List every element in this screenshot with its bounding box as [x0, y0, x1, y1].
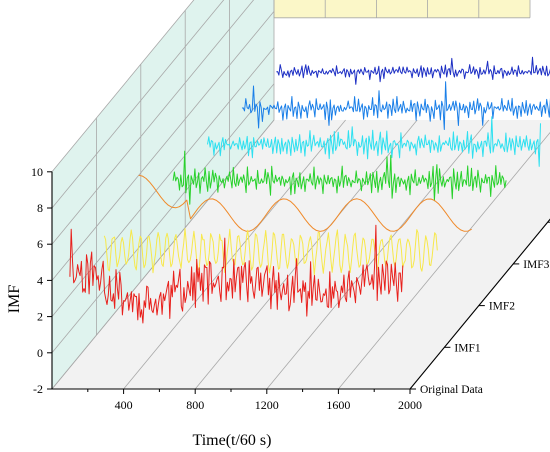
series-line-imf4	[207, 116, 541, 167]
chart-walls	[52, 0, 550, 389]
x-tick-label: 800	[186, 398, 204, 412]
y-tick-label: 4	[37, 273, 43, 287]
side-grid-line	[51, 0, 195, 173]
y-tick-label: 2	[37, 310, 43, 324]
series-line-imf5	[241, 81, 550, 130]
side-grid-line	[51, 119, 275, 390]
series-line-imf3	[172, 150, 507, 205]
series-label: IMF3	[523, 259, 549, 271]
floor-grid-line	[266, 119, 490, 390]
y-axis-title: IMF	[6, 285, 23, 314]
x-tick-label: 2000	[398, 398, 422, 412]
floor-plane	[52, 120, 550, 389]
y-tick-label: 0	[37, 346, 43, 360]
x-tick-label: 1200	[255, 398, 279, 412]
y-tick-label: -2	[33, 382, 43, 396]
back-wall-plane	[274, 0, 530, 18]
side-grid-line	[51, 83, 275, 354]
side-wall-plane	[52, 0, 274, 389]
series-label: Original Data	[420, 384, 483, 396]
series-label: IMF1	[454, 342, 480, 354]
series-line-original-data	[69, 224, 404, 324]
grid-lines	[51, 0, 550, 390]
floor-grid-line	[123, 119, 346, 390]
x-axis-title: Time(t/60 s)	[193, 432, 272, 449]
x-tick-label: 1600	[326, 398, 350, 412]
series-line-imf2	[138, 174, 472, 232]
floor-grid-line	[338, 131, 550, 390]
series-line-imf1	[103, 228, 438, 276]
floor-grid-line	[194, 119, 418, 390]
y-tick-label: 6	[37, 237, 43, 251]
tick-labels: -20246810400800120016002000IMF6IMF5IMF4I…	[31, 165, 550, 412]
chart-axes	[47, 171, 550, 394]
side-grid-line	[51, 11, 275, 281]
y-tick-label: 10	[31, 165, 43, 179]
side-grid-line	[51, 0, 255, 245]
series-line-imf6	[276, 56, 550, 85]
y-tick-label: 8	[37, 201, 43, 215]
side-grid-line	[51, 0, 225, 209]
x-tick-label: 400	[115, 398, 133, 412]
series-layer	[69, 56, 550, 324]
series-label: IMF2	[489, 301, 515, 313]
depth-axis-line	[409, 218, 550, 390]
side-grid-line	[51, 47, 275, 317]
